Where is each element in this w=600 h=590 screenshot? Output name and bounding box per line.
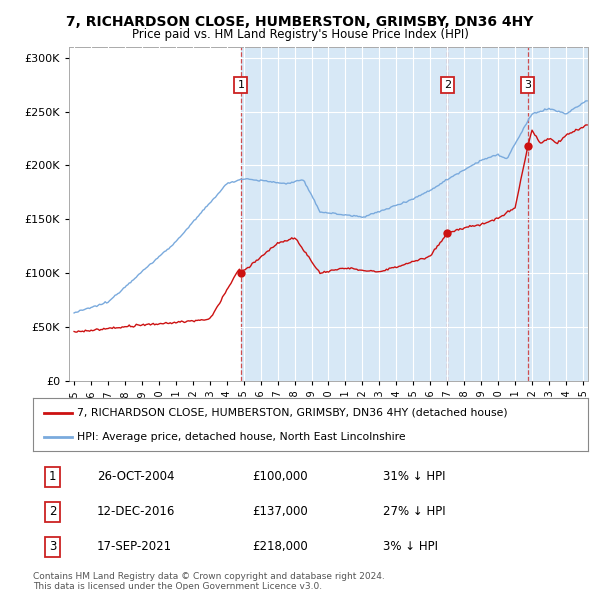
Text: £100,000: £100,000 xyxy=(252,470,308,483)
Text: 3: 3 xyxy=(524,80,531,90)
Text: HPI: Average price, detached house, North East Lincolnshire: HPI: Average price, detached house, Nort… xyxy=(77,432,406,442)
Text: Contains HM Land Registry data © Crown copyright and database right 2024.: Contains HM Land Registry data © Crown c… xyxy=(33,572,385,581)
Text: 3: 3 xyxy=(49,540,56,553)
Text: 7, RICHARDSON CLOSE, HUMBERSTON, GRIMSBY, DN36 4HY (detached house): 7, RICHARDSON CLOSE, HUMBERSTON, GRIMSBY… xyxy=(77,408,508,418)
Text: 3% ↓ HPI: 3% ↓ HPI xyxy=(383,540,437,553)
Text: £218,000: £218,000 xyxy=(252,540,308,553)
Text: Price paid vs. HM Land Registry's House Price Index (HPI): Price paid vs. HM Land Registry's House … xyxy=(131,28,469,41)
Text: 2: 2 xyxy=(443,80,451,90)
Text: 27% ↓ HPI: 27% ↓ HPI xyxy=(383,505,445,519)
Text: 17-SEP-2021: 17-SEP-2021 xyxy=(97,540,172,553)
Text: This data is licensed under the Open Government Licence v3.0.: This data is licensed under the Open Gov… xyxy=(33,582,322,590)
Text: 12-DEC-2016: 12-DEC-2016 xyxy=(97,505,175,519)
Bar xyxy=(241,47,588,381)
Text: 1: 1 xyxy=(49,470,56,483)
Text: 31% ↓ HPI: 31% ↓ HPI xyxy=(383,470,445,483)
Text: 1: 1 xyxy=(238,80,244,90)
Text: £137,000: £137,000 xyxy=(252,505,308,519)
Text: 7, RICHARDSON CLOSE, HUMBERSTON, GRIMSBY, DN36 4HY: 7, RICHARDSON CLOSE, HUMBERSTON, GRIMSBY… xyxy=(67,15,533,29)
Text: 2: 2 xyxy=(49,505,56,519)
Text: 26-OCT-2004: 26-OCT-2004 xyxy=(97,470,175,483)
